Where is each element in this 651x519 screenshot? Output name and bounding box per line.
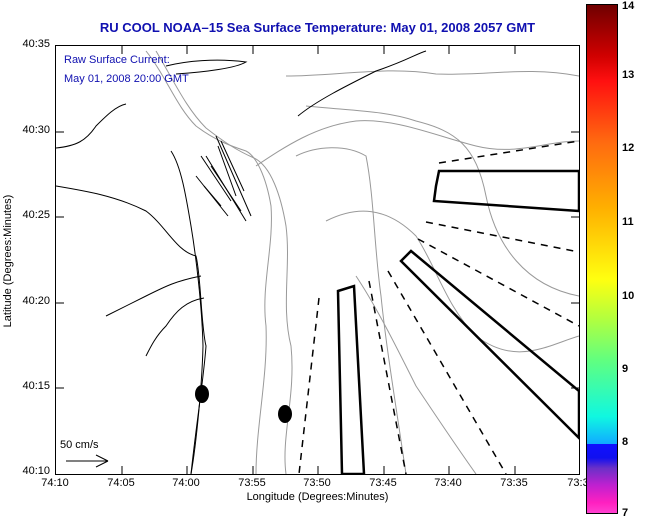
- contour-line: [255, 120, 579, 167]
- x-tick-label: 73:35: [500, 477, 528, 489]
- y-tick-label: 40:10: [22, 465, 50, 477]
- colorbar-tick: 11: [622, 216, 634, 228]
- x-tick-label: 74:05: [107, 477, 135, 489]
- coast-line: [170, 150, 204, 474]
- current-vector: [220, 140, 245, 192]
- current-vector: [215, 135, 252, 217]
- x-tick-label: 73:55: [238, 477, 266, 489]
- buoy-marker: [195, 385, 209, 403]
- coastline: [56, 50, 427, 474]
- colorbar-tick: 9: [622, 363, 629, 375]
- contour-line: [145, 50, 272, 474]
- y-tick-label: 40:30: [22, 124, 50, 136]
- coast-line: [145, 297, 205, 357]
- buoy-marker: [278, 405, 292, 423]
- y-tick-label: 40:25: [22, 209, 50, 221]
- x-tick-label: 73:45: [369, 477, 397, 489]
- scale-label: 50 cm/s: [60, 439, 99, 451]
- colorbar-tick: 8: [622, 436, 629, 448]
- contour-line: [155, 50, 293, 474]
- y-tick-label: 40:20: [22, 295, 50, 307]
- map-plot-area: Raw Surface Current: May 01, 2008 20:00 …: [55, 45, 580, 475]
- dashed-beam-lines: [298, 140, 579, 474]
- coast-line: [56, 185, 207, 474]
- scale-arrow-icon: [66, 454, 109, 468]
- dashed-line: [298, 297, 320, 474]
- coast-line: [56, 103, 127, 149]
- dashed-line: [417, 238, 579, 327]
- dashed-line: [368, 280, 407, 474]
- current-vector: [203, 185, 222, 207]
- y-axis-label: Latitude (Degrees:Minutes): [2, 194, 14, 328]
- colorbar-tick: 7: [622, 507, 629, 519]
- beam-outline: [432, 169, 579, 213]
- y-tick-label: 40:35: [22, 38, 50, 50]
- contour-line: [295, 147, 407, 474]
- contour-line: [355, 275, 477, 474]
- colorbar-tick: 13: [622, 69, 635, 81]
- x-tick-label: 73:40: [434, 477, 462, 489]
- current-vector: [217, 145, 237, 197]
- dashed-line: [438, 140, 579, 164]
- contour-line: [285, 70, 579, 77]
- colorbar-tick: 10: [622, 290, 635, 302]
- current-label: Raw Surface Current:: [64, 54, 170, 66]
- current-vector: [210, 165, 242, 212]
- x-tick-label: 73:3: [567, 477, 589, 489]
- colorbar-low-segment: [586, 444, 618, 514]
- x-tick-label: 73:50: [303, 477, 331, 489]
- dashed-line: [425, 221, 579, 253]
- axis-ticks: [56, 46, 579, 474]
- x-axis-label: Longitude (Degrees:Minutes): [246, 491, 389, 503]
- current-vector: [200, 155, 232, 202]
- bathymetry-contours: [145, 50, 579, 474]
- colorbar: [586, 4, 618, 514]
- chart-title: RU COOL NOAA–15 Sea Surface Temperature:…: [99, 20, 536, 35]
- map-svg: [56, 46, 579, 474]
- x-tick-label: 74:10: [41, 477, 69, 489]
- beam-outline: [336, 284, 366, 474]
- x-tick-label: 74:00: [172, 477, 200, 489]
- coast-line: [297, 50, 427, 117]
- colorbar-tick: 12: [622, 142, 635, 154]
- current-vectors: [195, 135, 252, 222]
- colorbar-tick: 14: [622, 0, 635, 12]
- y-tick-label: 40:15: [22, 380, 50, 392]
- current-timestamp: May 01, 2008 20:00 GMT: [64, 73, 189, 85]
- beam-outline: [399, 249, 579, 440]
- contour-line: [305, 105, 579, 297]
- coast-line: [105, 275, 202, 317]
- radar-beams: [336, 169, 579, 474]
- coast-line: [165, 59, 248, 75]
- dashed-line: [387, 270, 507, 474]
